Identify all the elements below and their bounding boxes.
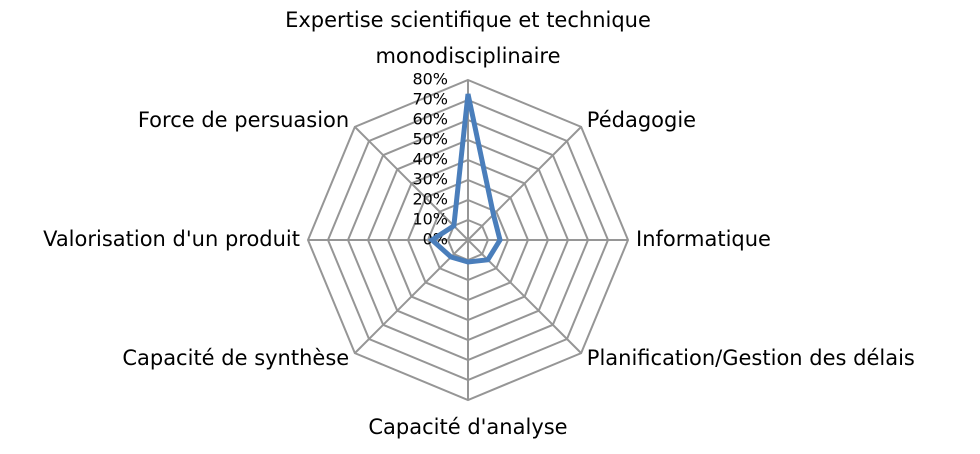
category-label: Pédagogie xyxy=(587,108,696,132)
tick-label: 30% xyxy=(412,170,448,189)
category-label: Force de persuasion xyxy=(138,108,349,132)
category-label: Planification/Gestion des délais xyxy=(587,346,915,370)
tick-label: 60% xyxy=(412,110,448,129)
category-label: Informatique xyxy=(636,227,771,251)
category-label: Capacité d'analyse xyxy=(368,415,567,439)
tick-label: 70% xyxy=(412,90,448,109)
spoke xyxy=(354,126,469,241)
tick-label: 80% xyxy=(412,70,448,89)
category-label: Valorisation d'un produit xyxy=(43,227,300,251)
category-label: Capacité de synthèse xyxy=(122,346,349,370)
series-line xyxy=(427,93,503,265)
spoke xyxy=(354,239,469,354)
tick-label: 40% xyxy=(412,150,448,169)
tick-label: 20% xyxy=(412,190,448,209)
tick-label: 50% xyxy=(412,130,448,149)
tick-label: 10% xyxy=(412,210,448,229)
category-label: Expertise scientifique et technique mono… xyxy=(285,8,651,68)
spoke xyxy=(467,126,582,241)
